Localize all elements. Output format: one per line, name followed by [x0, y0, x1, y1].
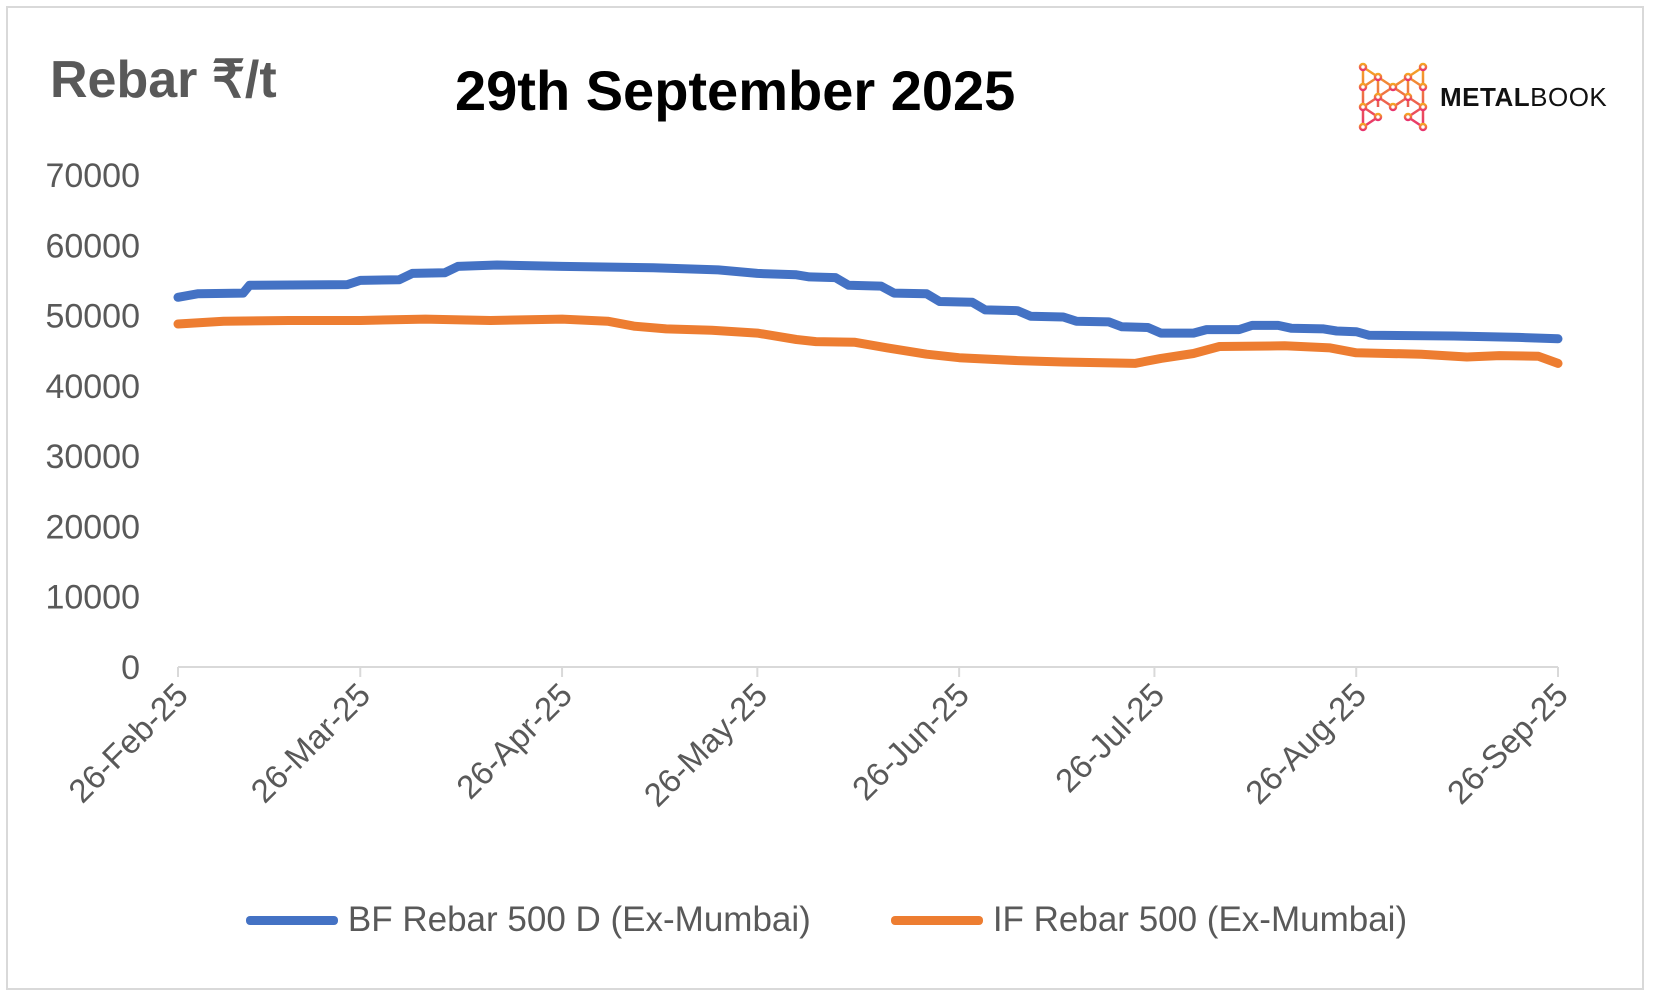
legend-item-bf-rebar: BF Rebar 500 D (Ex-Mumbai) — [245, 900, 811, 940]
chart-frame — [6, 6, 1644, 990]
x-tick-label: 26-Apr-25 — [449, 676, 579, 806]
legend-label: IF Rebar 500 (Ex-Mumbai) — [992, 900, 1408, 939]
legend-label: BF Rebar 500 D (Ex-Mumbai) — [347, 900, 811, 939]
legend-swatch-blue — [245, 915, 338, 925]
x-tick-label: 26-May-25 — [637, 676, 775, 814]
x-tick-label: 26-Jun-25 — [845, 676, 976, 807]
chart-title: 29th September 2025 — [455, 59, 1016, 122]
legend-swatch-orange — [890, 915, 983, 925]
y-tick-label: 60000 — [45, 227, 140, 265]
y-tick-label: 10000 — [45, 579, 140, 617]
legend-item-if-rebar: IF Rebar 500 (Ex-Mumbai) — [890, 900, 1408, 940]
series-line-0 — [173, 260, 1563, 344]
series-line-1 — [173, 314, 1563, 368]
legend: BF Rebar 500 D (Ex-Mumbai) IF Rebar 500 … — [0, 900, 1653, 940]
metalbook-logo-text: METALBOOK — [1440, 81, 1608, 112]
x-tick-label: 26-Mar-25 — [243, 676, 377, 810]
x-tick-label: 26-Feb-25 — [61, 676, 195, 810]
y-tick-label: 50000 — [45, 298, 140, 336]
y-axis-title: Rebar ₹/t — [50, 51, 277, 109]
y-tick-label: 20000 — [45, 508, 140, 546]
x-tick-label: 26-Jul-25 — [1048, 676, 1171, 799]
y-tick-label: 40000 — [45, 368, 140, 406]
y-tick-label: 30000 — [45, 438, 140, 476]
y-tick-label: 70000 — [45, 157, 140, 195]
metalbook-logo: METALBOOK — [1358, 62, 1607, 132]
x-tick-label: 26-Aug-25 — [1238, 676, 1373, 811]
y-tick-label: 0 — [121, 649, 140, 687]
metalbook-logo-icon — [1358, 62, 1428, 132]
x-tick-label: 26-Sep-25 — [1440, 676, 1575, 811]
